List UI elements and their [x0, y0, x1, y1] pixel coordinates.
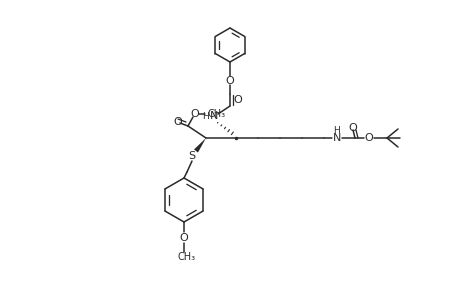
Text: S: S: [188, 151, 195, 161]
Text: O: O: [190, 109, 199, 119]
Text: CH₃: CH₃: [178, 252, 196, 262]
Text: O: O: [364, 133, 373, 143]
Text: H: H: [333, 125, 340, 134]
Text: H: H: [202, 112, 209, 121]
Text: N: N: [332, 133, 341, 143]
Polygon shape: [194, 138, 206, 152]
Text: N: N: [209, 111, 218, 121]
Text: O: O: [348, 123, 357, 133]
Text: O: O: [233, 95, 242, 105]
Text: O: O: [173, 117, 182, 127]
Text: O: O: [225, 76, 234, 86]
Text: O: O: [179, 233, 188, 243]
Text: CH₃: CH₃: [207, 109, 226, 119]
